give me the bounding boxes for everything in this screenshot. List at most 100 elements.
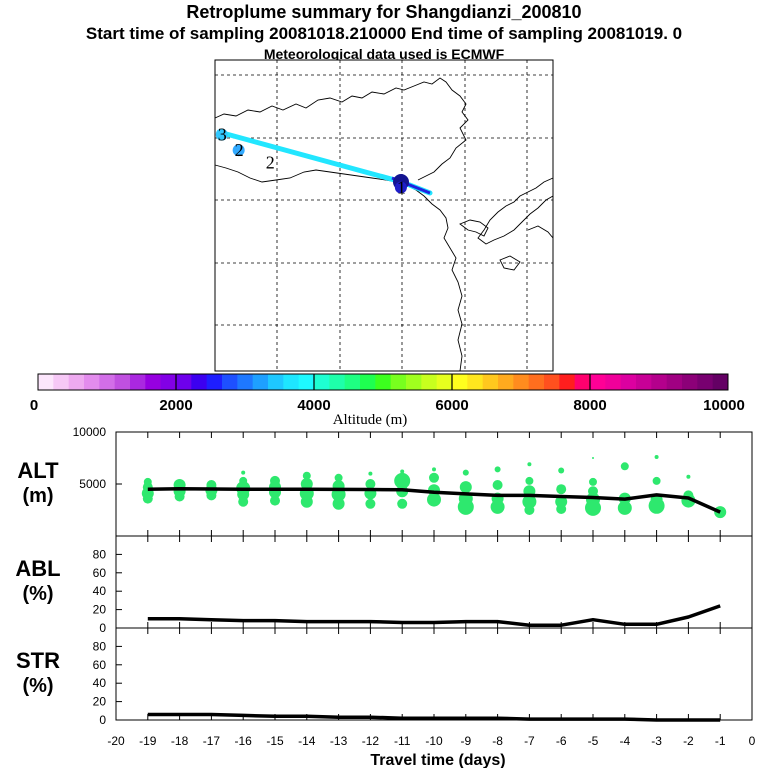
colorbar-cell (130, 374, 146, 390)
map-cluster-marker (232, 144, 245, 157)
x-tick-label: -7 (524, 734, 535, 748)
scatter-point (555, 495, 568, 508)
colorbar-cell (99, 374, 116, 390)
colorbar-cell (421, 374, 438, 390)
scatter-point (494, 466, 501, 473)
scatter-point (522, 494, 537, 509)
colorbar-cell (544, 374, 560, 390)
x-tick-label: -9 (460, 734, 471, 748)
y-tick-label: 40 (93, 676, 107, 690)
altitude-colorbar: 0 2000 4000 6000 8000 10000 Altitude (m) (30, 373, 745, 428)
scatter-point (620, 462, 629, 471)
scatter-point (652, 476, 661, 485)
colorbar-cell (298, 374, 315, 390)
colorbar-cell (344, 374, 361, 390)
colorbar-tick-label: 6000 (435, 397, 468, 414)
colorbar-cell (467, 374, 484, 390)
time-series-panels: 100005000ALT(m)806040200ABL(%)806040200S… (15, 425, 753, 727)
x-tick-label: -4 (619, 734, 630, 748)
panel-ylabel-unit: (m) (22, 485, 53, 507)
colorbar-cell (666, 374, 683, 390)
x-tick-label: -20 (107, 734, 125, 748)
x-tick-label: -2 (683, 734, 694, 748)
colorbar-cell (237, 374, 254, 390)
panel-ylabel-unit: (%) (22, 583, 53, 605)
y-tick-label: 5000 (79, 477, 106, 491)
colorbar-cell (406, 374, 422, 390)
map-frame (214, 59, 554, 372)
scatter-point (686, 474, 691, 479)
y-tick-label: 0 (99, 621, 106, 635)
x-tick-label: 0 (749, 734, 756, 748)
x-tick-label: -17 (203, 734, 221, 748)
x-tick-label: -6 (556, 734, 567, 748)
colorbar-tick-label: 2000 (159, 397, 192, 414)
scatter-point (270, 475, 280, 486)
map-cluster-marker (215, 128, 228, 141)
map-cluster-label: 2 (266, 153, 275, 173)
y-tick-label: 80 (93, 547, 107, 561)
panel-ylabel-unit: (%) (22, 675, 53, 697)
scatter-point (239, 476, 248, 485)
colorbar-tick-label: 10000 (703, 397, 745, 414)
colorbar-cell (206, 374, 223, 390)
colorbar-cell (160, 374, 177, 390)
colorbar-cell (145, 374, 162, 390)
colorbar-cell (314, 374, 330, 390)
colorbar-cell (436, 374, 453, 390)
x-tick-label: -12 (362, 734, 380, 748)
x-tick-label: -11 (394, 734, 411, 748)
colorbar-cell (697, 374, 714, 390)
map-cluster-label: 3 (218, 125, 227, 145)
x-tick-label: -14 (298, 734, 316, 748)
scatter-point (241, 470, 246, 475)
colorbar-cell (38, 374, 54, 390)
chart-title: Retroplume summary for Shangdianzi_20081… (186, 2, 582, 22)
scatter-point (459, 481, 472, 494)
scatter-point (462, 469, 469, 476)
meteorological-data-note: Meteorological data used is ECMWF (263, 46, 505, 62)
colorbar-cell (574, 374, 591, 390)
panel-ylabel: STR (16, 648, 60, 673)
scatter-point (588, 486, 598, 497)
x-tick-label: -3 (651, 734, 662, 748)
x-tick-label: -8 (492, 734, 503, 748)
colorbar-cell (360, 374, 376, 390)
x-axis: -20 -19 -18 -17 -16 -15 -14 -13 -12 -11 -10 -9 -8 -7-… (107, 734, 755, 748)
colorbar-cell (283, 374, 300, 390)
colorbar-frame (37, 373, 729, 391)
panel-alt: 10000 5000 ALT(m) (17, 425, 753, 537)
scatter-point (525, 476, 534, 485)
x-axis-label: Travel time (days) (370, 752, 505, 768)
colorbar-cell (329, 374, 346, 390)
colorbar-cell (528, 374, 545, 390)
colorbar-cell (712, 374, 729, 390)
map-cluster-label: 2 (235, 140, 244, 160)
colorbar-cell (590, 374, 606, 390)
colorbar-cell (176, 374, 192, 390)
panel-ylabel: ALT (17, 458, 59, 483)
y-tick-label: 80 (93, 639, 107, 653)
scatter-point (397, 498, 408, 509)
colorbar-cell (498, 374, 514, 390)
colorbar-cell (513, 374, 530, 390)
scatter-point (368, 471, 373, 476)
map-cluster-label: 1 (397, 178, 406, 198)
panel-frame (115, 627, 753, 721)
colorbar-cell (114, 374, 131, 390)
scatter-point (332, 497, 345, 510)
scatter-point (429, 472, 439, 483)
colorbar-cell (222, 374, 238, 390)
series-line-alt (147, 486, 721, 514)
colorbar-cell (84, 374, 100, 390)
scatter-point (556, 484, 567, 495)
scatter-point (617, 500, 632, 515)
colorbar-cell (482, 374, 499, 390)
scatter-point (428, 484, 440, 497)
sampling-time-subtitle: Start time of sampling 20081018.210000 E… (85, 24, 683, 43)
y-tick-label: 20 (93, 695, 107, 709)
colorbar-cell (620, 374, 637, 390)
